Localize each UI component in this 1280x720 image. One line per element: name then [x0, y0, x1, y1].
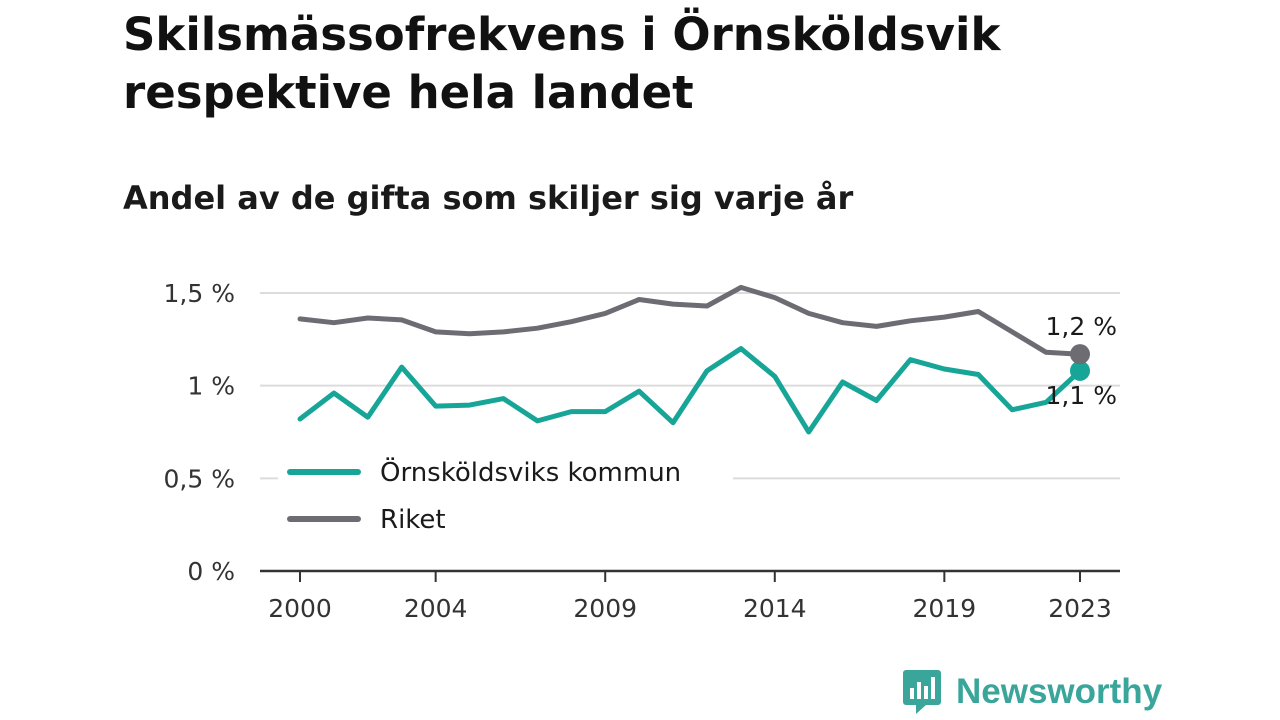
end-labels: 1,2 % 1,1 % — [1046, 312, 1117, 410]
x-tick-label: 2009 — [573, 594, 637, 623]
end-label-kommun: 1,1 % — [1046, 381, 1117, 410]
chart-subtitle: Andel av de gifta som skiljer sig varje … — [123, 179, 854, 217]
y-tick-label: 0 % — [187, 557, 235, 586]
series-line-riket — [297, 284, 1083, 357]
series-line--rnsk-ldsviks-kommun — [297, 346, 1083, 435]
legend-label: Örnsköldsviks kommun — [380, 456, 681, 488]
legend-label: Riket — [380, 505, 446, 535]
x-tick-label: 2014 — [743, 594, 807, 623]
brand-name: Newsworthy — [956, 672, 1163, 711]
end-point-dot — [1070, 344, 1090, 365]
y-tick-label: 0,5 % — [164, 464, 235, 493]
end-point-dot — [1070, 360, 1090, 381]
y-tick-label: 1 % — [187, 372, 235, 401]
y-tick-label: 1,5 % — [164, 279, 235, 308]
brand-logo: Newsworthy — [902, 668, 1162, 716]
x-tick-label: 2019 — [913, 594, 977, 623]
x-tick-label: 2023 — [1048, 594, 1112, 623]
legend: Örnsköldsviks kommun Riket — [278, 444, 733, 552]
x-tick-label: 2000 — [268, 594, 332, 623]
x-axis: 2000 2004 2009 2014 2019 2023 — [260, 569, 1120, 623]
chart-title: Skilsmässofrekvens i Örnsköldsvik respek… — [123, 8, 1001, 119]
legend-background — [278, 444, 733, 552]
x-tick-label: 2004 — [404, 594, 468, 623]
y-axis-tick-labels: 0 % 0,5 % 1 % 1,5 % — [164, 279, 235, 586]
end-label-riket: 1,2 % — [1046, 312, 1117, 341]
series-lines — [297, 284, 1083, 435]
bar-chart-speech-bubble-icon — [903, 670, 941, 714]
